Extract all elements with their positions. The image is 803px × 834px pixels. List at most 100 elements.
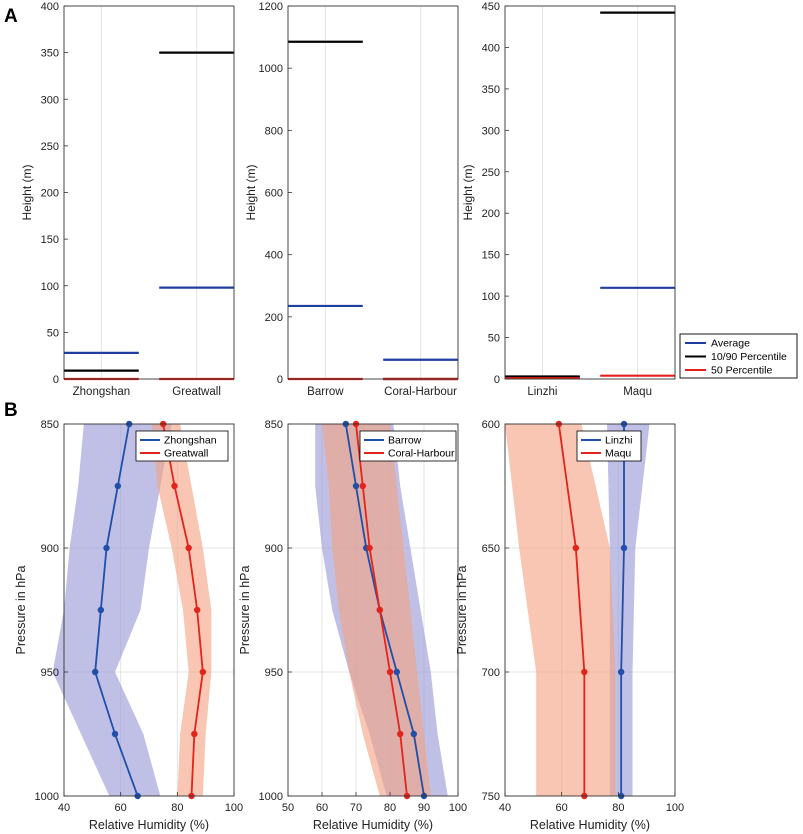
- legend-entry: Maqu: [605, 448, 631, 460]
- y-tick-label: 100: [482, 291, 500, 303]
- band-linzhi: [607, 424, 650, 796]
- y-tick-label: 50: [488, 333, 500, 345]
- y-tick-label: 450: [482, 1, 500, 13]
- point-barrow: [352, 482, 360, 490]
- x-axis-label: Relative Humidity (%): [89, 818, 209, 832]
- legend-entry: Greatwall: [164, 448, 208, 460]
- legend-box: [359, 430, 457, 462]
- x-tick-label: 70: [350, 802, 362, 814]
- point-coral-harbour: [376, 606, 383, 614]
- y-tick-label: 850: [265, 419, 283, 431]
- x-tick-label: 90: [418, 802, 430, 814]
- point-greatwall: [171, 482, 178, 490]
- category-label: Coral-Harbour: [384, 386, 457, 398]
- y-axis-label: Height (m): [461, 164, 475, 220]
- y-axis-label: Pressure in hPa: [14, 565, 28, 654]
- point-zhongshan: [103, 544, 110, 552]
- y-tick-label: 0: [494, 374, 500, 386]
- category-label: Greatwall: [172, 386, 221, 398]
- y-tick-label: 350: [482, 84, 500, 96]
- legend-entry: Average: [711, 338, 750, 350]
- y-tick-label: 850: [41, 419, 59, 431]
- y-tick-label: 950: [265, 667, 283, 679]
- y-tick-label: 1000: [259, 63, 283, 75]
- x-axis-label: Relative Humidity (%): [530, 818, 650, 832]
- y-tick-label: 400: [482, 42, 500, 54]
- height-chart-zhongshan-greatwall: 0 50 100 150 200 250 300 350 400 Zhongshan Greatwa…: [20, 1, 235, 398]
- x-tick-label: 80: [612, 802, 624, 814]
- point-zhongshan: [114, 482, 122, 490]
- point-maqu: [581, 668, 588, 676]
- point-coral-harbour: [386, 668, 394, 676]
- y-tick-label: 900: [41, 543, 59, 555]
- legend-box: [135, 430, 229, 462]
- y-tick-label: 0: [277, 374, 283, 386]
- point-linzhi: [620, 544, 628, 552]
- point-coral-harbour: [366, 544, 373, 552]
- axes-frame: [287, 423, 459, 797]
- y-tick-label: 150: [41, 234, 59, 246]
- x-tick-label: 80: [384, 802, 396, 814]
- x-tick-label: 60: [316, 802, 328, 814]
- point-zhongshan: [97, 606, 105, 614]
- point-greatwall: [193, 606, 201, 614]
- x-tick-label: 40: [499, 802, 511, 814]
- y-tick-label: 350: [41, 48, 59, 60]
- x-axis-label: Relative Humidity (%): [313, 818, 433, 832]
- axes-frame: [504, 5, 676, 380]
- y-tick-label: 50: [47, 327, 59, 339]
- x-tick-label: 100: [449, 802, 467, 814]
- y-tick-label: 250: [482, 167, 500, 179]
- axes-frame: [63, 423, 235, 797]
- y-tick-label: 100: [41, 281, 59, 293]
- x-tick-label: 100: [666, 802, 684, 814]
- category-label: Maqu: [623, 386, 652, 398]
- height-chart-barrow-coral-harbour: 0 200 400 600 800 1000 1200 Barrow Coral-Harbour…: [244, 1, 459, 398]
- humidity-chart-barrow-coral-harbour: 50 60 70 80 90 100 850 900 950 1000 Relative Humid…: [238, 419, 467, 832]
- height-chart-linzhi-maqu: 0 50 100 150 200 250 300 350 400 450 Linzhi Maqu Hei…: [461, 1, 798, 398]
- point-maqu: [572, 544, 580, 552]
- axes-frame: [63, 5, 235, 380]
- y-tick-label: 200: [265, 312, 283, 324]
- point-zhongshan: [91, 668, 99, 676]
- x-tick-label: 40: [58, 802, 70, 814]
- legend-entry: Zhongshan: [164, 435, 217, 447]
- axes-frame: [287, 5, 459, 380]
- humidity-chart-linzhi-maqu: 40 60 80 100 600 650 700 750 Relative Humidity (…: [455, 419, 684, 832]
- category-label: Linzhi: [527, 386, 557, 398]
- band-coral-harbour: [322, 424, 431, 796]
- axes-frame: [504, 423, 676, 797]
- point-linzhi: [617, 668, 625, 676]
- x-tick-label: 80: [171, 802, 183, 814]
- y-tick-label: 750: [482, 791, 500, 803]
- x-tick-label: 50: [282, 802, 294, 814]
- legend-box: [576, 430, 642, 462]
- legend-entry: 50 Percentile: [711, 365, 772, 377]
- y-tick-label: 650: [482, 543, 500, 555]
- y-tick-label: 800: [265, 125, 283, 137]
- y-tick-label: 200: [41, 188, 59, 200]
- y-axis-label: Height (m): [244, 164, 258, 220]
- legend-entry: 10/90 Percentile: [711, 351, 787, 363]
- y-tick-label: 1000: [35, 791, 59, 803]
- point-greatwall: [199, 668, 207, 676]
- legend-entry: Linzhi: [605, 435, 632, 447]
- y-tick-label: 1000: [259, 791, 283, 803]
- y-tick-label: 250: [41, 141, 59, 153]
- y-tick-label: 1200: [259, 1, 283, 13]
- y-tick-label: 300: [41, 94, 59, 106]
- x-tick-label: 60: [556, 802, 568, 814]
- y-tick-label: 600: [265, 188, 283, 200]
- category-label: Barrow: [307, 386, 344, 398]
- point-coral-harbour: [359, 482, 366, 490]
- y-tick-label: 0: [53, 374, 59, 386]
- point-greatwall: [185, 544, 192, 552]
- band-zhongshan: [52, 424, 172, 796]
- band-maqu: [505, 424, 616, 796]
- y-tick-label: 200: [482, 208, 500, 220]
- panel-label-b: B: [4, 400, 18, 421]
